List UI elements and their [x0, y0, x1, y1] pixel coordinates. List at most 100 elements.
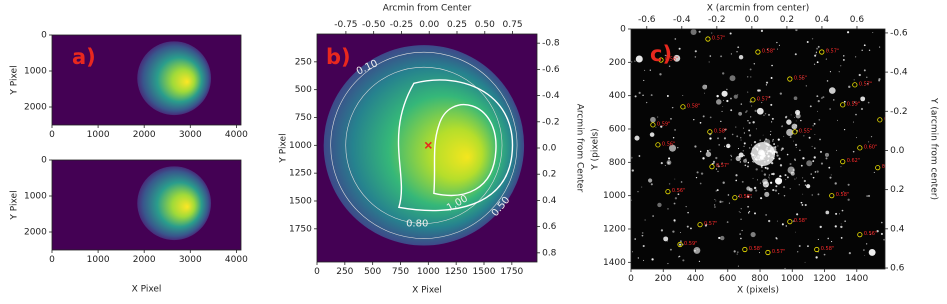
- star: [698, 30, 701, 33]
- bottom-tick-label: 0: [314, 267, 320, 277]
- annotation-label: 0.58": [762, 49, 775, 55]
- star: [876, 229, 879, 233]
- star: [690, 29, 697, 36]
- star: [641, 232, 644, 234]
- star: [739, 233, 741, 235]
- left-tick-label: 600: [609, 125, 626, 135]
- star: [844, 220, 846, 223]
- star: [816, 61, 819, 64]
- star: [743, 158, 748, 163]
- star: [738, 54, 744, 60]
- star: [643, 79, 645, 82]
- annotation-label: 0.58": [882, 164, 895, 170]
- star: [840, 223, 842, 225]
- star: [820, 162, 824, 165]
- star: [727, 145, 730, 148]
- star: [814, 54, 817, 57]
- star: [840, 166, 842, 168]
- annotation-label: 0.58": [836, 192, 849, 198]
- star: [660, 229, 664, 232]
- star: [765, 138, 767, 140]
- annotation-label: 0.58": [687, 103, 700, 109]
- annotation-label: 0.58": [739, 194, 752, 200]
- star: [763, 114, 765, 116]
- star: [778, 44, 780, 46]
- star: [644, 69, 646, 71]
- star: [786, 153, 789, 156]
- star: [813, 122, 816, 125]
- star: [817, 238, 819, 241]
- star: [642, 94, 644, 96]
- star: [678, 256, 680, 258]
- star: [749, 187, 753, 192]
- star: [752, 161, 754, 163]
- star: [718, 236, 721, 240]
- star: [668, 183, 671, 185]
- star: [772, 140, 774, 142]
- bottom-tick-label: 750: [392, 267, 409, 277]
- star: [787, 166, 795, 174]
- star: [838, 70, 840, 73]
- star: [843, 100, 846, 103]
- star: [736, 253, 738, 255]
- star: [878, 77, 881, 81]
- star: [735, 126, 737, 128]
- star: [634, 60, 636, 62]
- star: [863, 249, 865, 251]
- star: [736, 135, 739, 138]
- star: [730, 109, 733, 112]
- star: [825, 210, 830, 215]
- star: [670, 118, 672, 120]
- star: [711, 32, 713, 34]
- star: [660, 125, 663, 128]
- star: [698, 260, 701, 263]
- star: [771, 121, 773, 123]
- star: [839, 213, 841, 215]
- star: [635, 55, 643, 63]
- star: [677, 193, 680, 196]
- star: [748, 121, 751, 124]
- annotated-star: [875, 165, 881, 171]
- star: [828, 87, 836, 94]
- star: [733, 250, 736, 253]
- star: [863, 69, 866, 72]
- star: [794, 143, 798, 147]
- star: [726, 99, 729, 103]
- star: [650, 116, 656, 123]
- annotated-star: [840, 102, 846, 108]
- star: [738, 152, 744, 158]
- star: [693, 247, 701, 254]
- annotated-star: [732, 195, 738, 201]
- annotation-label: 0.59": [847, 101, 860, 107]
- star: [795, 146, 797, 148]
- star: [738, 156, 741, 159]
- star: [817, 100, 820, 103]
- annotated-star: [742, 246, 748, 253]
- star: [807, 245, 809, 247]
- top-tick-label: 0.50: [475, 20, 495, 30]
- image: [317, 34, 537, 262]
- star: [694, 50, 697, 53]
- star: [798, 245, 801, 247]
- star: [674, 38, 677, 40]
- star: [758, 252, 760, 254]
- star: [792, 220, 795, 223]
- star: [843, 191, 845, 193]
- star: [722, 72, 725, 75]
- star: [768, 176, 770, 178]
- star: [855, 137, 858, 139]
- star: [722, 181, 725, 184]
- star: [795, 29, 798, 32]
- star: [815, 53, 817, 55]
- right-tick-label: 0.2: [542, 170, 556, 180]
- star: [650, 94, 653, 97]
- star: [750, 231, 756, 238]
- star: [848, 85, 851, 89]
- star: [742, 150, 744, 152]
- star: [847, 183, 850, 186]
- star: [705, 85, 707, 87]
- star: [737, 251, 739, 253]
- bottom-tick-label: 1000: [87, 130, 110, 140]
- x-axis-label: X Pixel: [412, 286, 442, 296]
- star: [834, 225, 837, 228]
